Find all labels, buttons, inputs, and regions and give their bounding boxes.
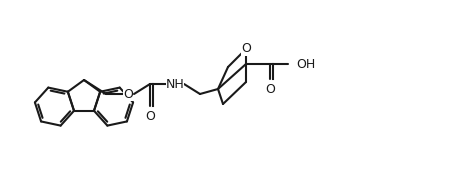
Text: O: O xyxy=(123,87,133,101)
Text: OH: OH xyxy=(296,58,315,70)
Text: O: O xyxy=(145,110,155,123)
Text: O: O xyxy=(265,83,275,96)
Text: O: O xyxy=(241,42,251,55)
Text: NH: NH xyxy=(166,77,185,90)
